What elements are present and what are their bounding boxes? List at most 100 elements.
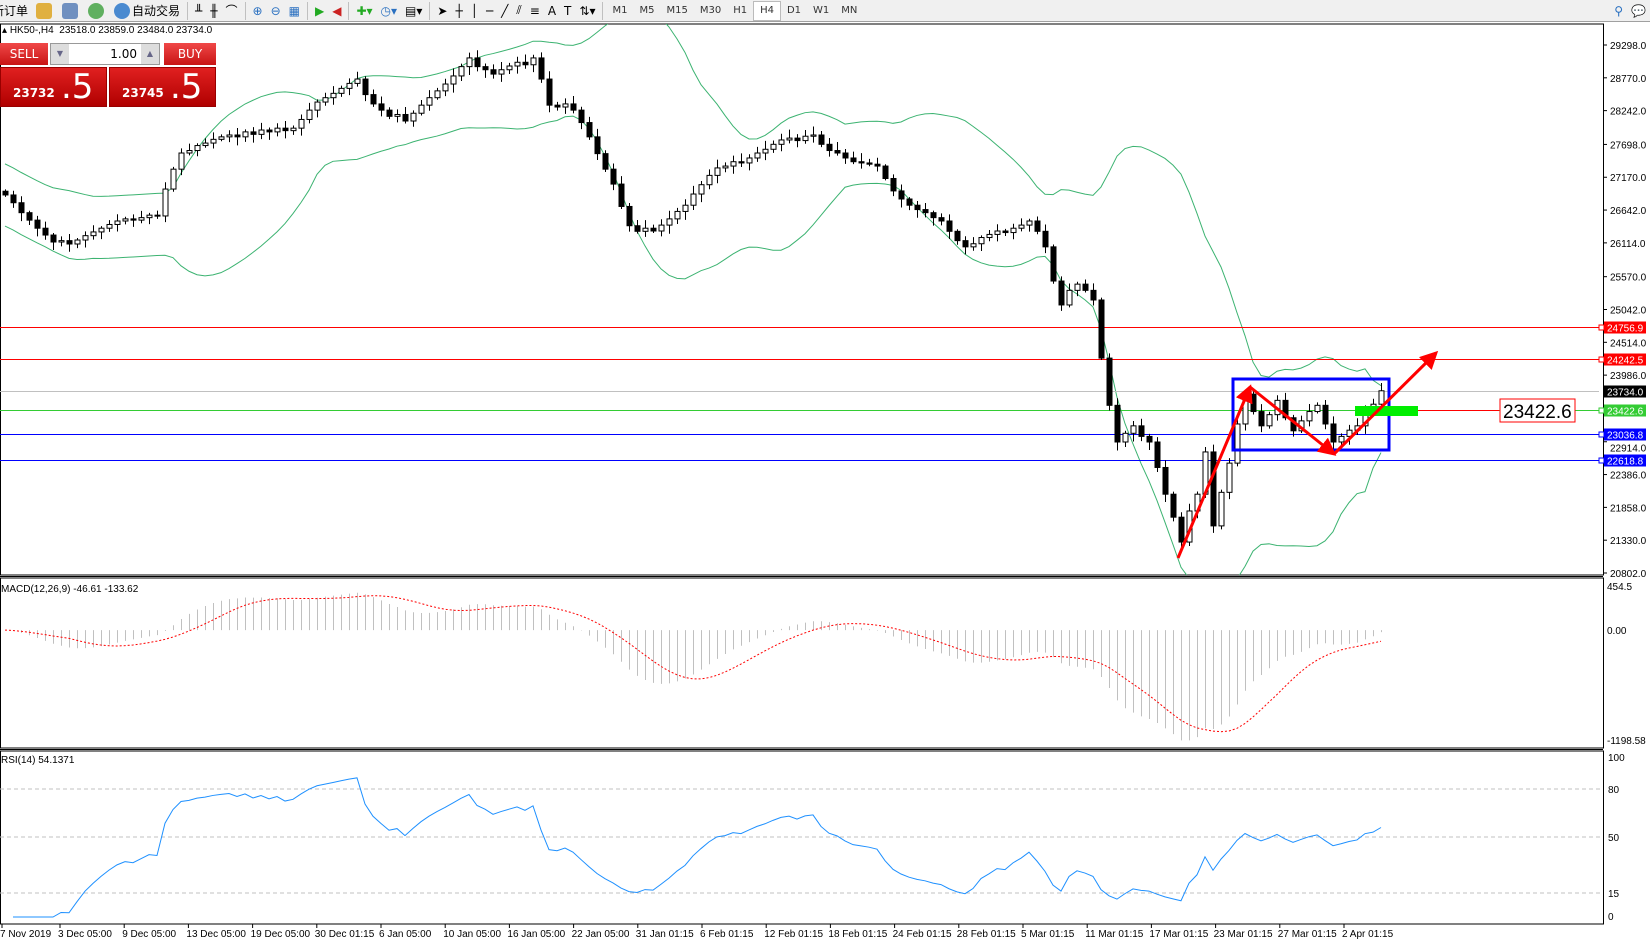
candle [690,185,697,211]
candle-body [866,162,873,165]
time-label: 6 Feb 01:15 [700,929,754,940]
candle-body [402,113,409,122]
candle [386,107,393,120]
candle [866,158,873,167]
candle-body [914,204,921,211]
timeframe-mn[interactable]: MN [841,5,858,16]
candle-body [162,188,169,217]
auto-scroll-icon[interactable]: ▶ [314,3,325,18]
candle-body [730,161,737,167]
new-order-button[interactable]: 新订单 [0,4,29,18]
rsi-tick-label: 0 [1608,912,1614,923]
candlestick-chart-button[interactable]: ╫ [210,3,218,18]
tile-windows-icon[interactable]: ▦ [288,3,300,18]
candle-body [522,61,529,66]
templates-button[interactable]: ▤▾ [405,3,423,18]
hline-handle [1598,407,1605,414]
indicators-button[interactable]: ✚▾ [356,3,373,18]
timeframe-m5[interactable]: M5 [639,5,655,16]
candle-body [138,217,145,221]
sell-button[interactable]: SELL [0,43,48,65]
search-icon[interactable]: ⚲ [1614,3,1624,18]
terminal-button[interactable] [58,1,84,21]
timeframe-m1[interactable]: M1 [612,5,628,16]
equidistant-channel-icon[interactable]: ⫽ [516,3,522,17]
auto-trading-button[interactable]: 自动交易 [110,1,184,21]
fibonacci-icon[interactable]: ≡ [529,3,540,18]
zoom-in-icon[interactable]: ⊕ [252,3,263,18]
candle-body [1154,441,1161,468]
candle-body [1082,283,1089,291]
macd-tick-label: 0.00 [1607,626,1627,637]
toolbar: 新订单 自动交易 ╨ ╫ ⌒ ⊕ ⊖ ▦ ▶ ◀ ✚▾ ◷▾ ▤▾ ➤ ┼ │ … [0,0,1650,22]
candle-body [738,161,745,164]
trend-arrow [1332,350,1439,456]
candle-body [274,127,281,133]
price-tag-bg [1604,385,1646,398]
candle [426,90,433,111]
history-center-button[interactable] [32,1,58,21]
lot-size-value[interactable]: 1.00 [110,47,137,61]
timeframe-d1[interactable]: D1 [786,5,802,16]
price-tick-label: 27170.0 [1610,173,1647,184]
chart-shift-icon[interactable]: ◀ [332,3,342,18]
price-tag-22618.8: 22618.8 [1607,457,1644,468]
price-tag-bg [1604,321,1646,334]
trendline-icon[interactable]: ╱ [501,3,509,18]
candle [50,233,57,250]
candle [914,200,921,218]
candle-body [218,136,225,140]
text-label-icon[interactable]: T [564,3,572,18]
buy-button[interactable]: BUY [164,43,216,65]
time-label: 9 Dec 05:00 [122,929,176,940]
text-icon[interactable]: A [547,3,557,18]
candle-body [1250,393,1257,413]
time-label: 28 Feb 01:15 [957,929,1016,940]
candle [562,98,569,114]
candle [338,85,345,97]
macd-label: MACD(12,26,9) -46.61 -133.62 [1,584,139,595]
zoom-out-icon[interactable]: ⊖ [270,3,281,18]
candle-body [210,138,217,144]
timeframe-m15[interactable]: M15 [666,5,688,16]
chat-icon[interactable]: 💬 [1631,3,1646,18]
candle-body [1146,435,1153,443]
horizontal-line-icon[interactable]: ─ [485,3,494,18]
time-label: 3 Dec 05:00 [58,929,112,940]
candle [954,229,961,245]
candle [538,52,545,83]
arrows-icon[interactable]: ⇅▾ [579,3,596,18]
sell-price-button[interactable]: 23732 .5 [0,67,107,107]
line-chart-button[interactable]: ⌒ [225,4,238,18]
lot-size-input[interactable]: ▼ 1.00 ▲ [50,43,160,65]
cursor-icon[interactable]: ➤ [437,3,448,18]
candle [554,101,561,111]
candle [714,159,721,184]
candle-body [890,177,897,192]
candle [1002,228,1009,236]
lot-increase-button[interactable]: ▲ [141,44,159,64]
timeframe-m30[interactable]: M30 [699,5,722,16]
periods-button[interactable]: ◷▾ [380,3,398,18]
vertical-line-icon[interactable]: │ [470,3,478,18]
signals-button[interactable] [84,1,110,21]
candle [1258,404,1265,433]
bar-chart-button[interactable]: ╨ [195,3,203,18]
lot-decrease-button[interactable]: ▼ [51,44,69,64]
candle [762,140,769,161]
buy-price-button[interactable]: 23745 .5 [109,67,216,107]
timeframe-w1[interactable]: W1 [813,5,830,16]
candle-body [538,57,545,80]
timeframe-h1[interactable]: H1 [733,5,748,16]
candle-body [594,136,601,155]
candle [1098,297,1105,361]
price-tick-label: 26114.0 [1610,239,1646,250]
candle [722,162,729,173]
timeframe-h4[interactable]: H4 [753,0,781,21]
divider [429,1,431,20]
crosshair-icon[interactable]: ┼ [455,3,463,18]
candle-body [202,142,209,147]
divider [306,1,308,20]
candle [186,143,193,156]
